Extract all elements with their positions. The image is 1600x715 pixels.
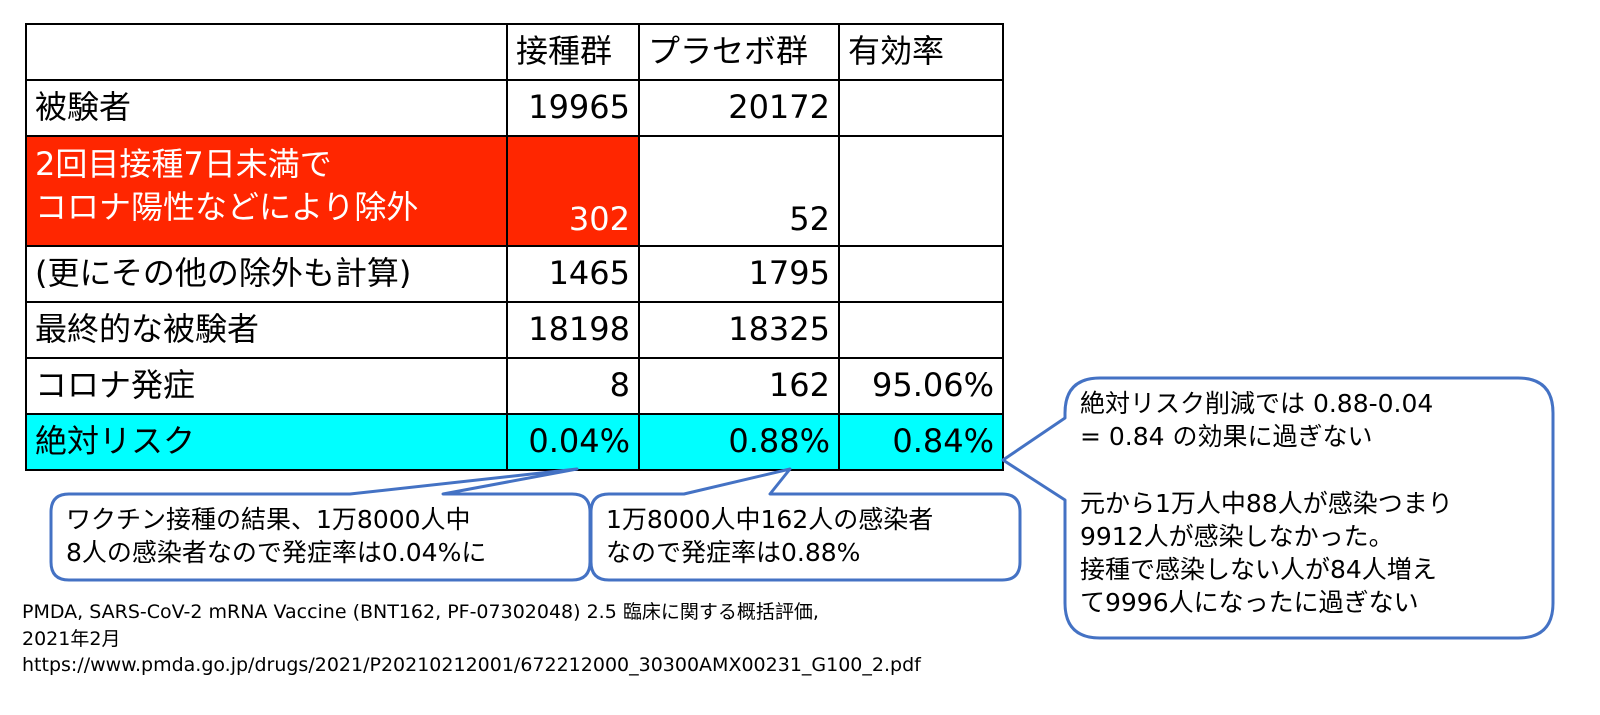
vaccine-value: 302 xyxy=(506,135,640,247)
placebo-value: 20172 xyxy=(638,79,840,137)
results-table: 接種群 プラセボ群 有効率 被験者 19965 20172 2回目接種7日未満で… xyxy=(25,23,1004,471)
row-label: 最終的な被験者 xyxy=(25,301,508,359)
callout-placebo-line-1: 1万8000人中162人の感染者 xyxy=(606,505,934,534)
callout-risk-text: 絶対リスク削減では 0.88-0.04 = 0.84 の効果に過ぎない 元から1… xyxy=(1080,387,1453,620)
header-efficacy: 有効率 xyxy=(838,23,1004,81)
callout-placebo-text: 1万8000人中162人の感染者 なので発症率は0.88% xyxy=(606,503,933,570)
callout-vaccine-line-2: 8人の感染者なので発症率は0.04%に xyxy=(66,538,487,568)
callout-vaccine-line-1: ワクチン接種の結果、1万8000人中 xyxy=(66,505,471,534)
placebo-value: 0.88% xyxy=(638,413,840,471)
citation-line-1: PMDA, SARS-CoV-2 mRNA Vaccine (BNT162, P… xyxy=(22,601,819,623)
callout-risk-bubble xyxy=(1001,376,1555,640)
vaccine-value: 0.04% xyxy=(506,413,640,471)
row-label: 絶対リスク xyxy=(25,413,508,471)
citation-url: https://www.pmda.go.jp/drugs/2021/P20210… xyxy=(22,654,921,677)
row-label: (更にその他の除外も計算) xyxy=(25,245,508,303)
efficacy-value xyxy=(838,245,1004,303)
citation-line-2: 2021年2月 xyxy=(22,627,121,650)
row-label: 被験者 xyxy=(25,79,508,137)
row-label: コロナ発症 xyxy=(25,357,508,415)
placebo-value: 52 xyxy=(638,135,840,247)
callout-risk-line-1: 絶対リスク削減では 0.88-0.04 xyxy=(1080,389,1434,418)
efficacy-value xyxy=(838,301,1004,359)
table-row-other-exclusions: (更にその他の除外も計算) 1465 1795 xyxy=(25,245,1004,303)
callout-risk-line-7: て9996人になったに過ぎない xyxy=(1080,588,1419,618)
efficacy-value xyxy=(838,79,1004,137)
header-empty-cell xyxy=(25,23,508,81)
vaccine-value: 18198 xyxy=(506,301,640,359)
citation: PMDA, SARS-CoV-2 mRNA Vaccine (BNT162, P… xyxy=(22,599,921,679)
callout-vaccine-bubble xyxy=(49,467,592,582)
excluded-label-line-1: 2回目接種7日未満で xyxy=(35,145,332,183)
table-row-covid-cases: コロナ発症 8 162 95.06% xyxy=(25,357,1004,415)
vaccine-value: 1465 xyxy=(506,245,640,303)
efficacy-value: 95.06% xyxy=(838,357,1004,415)
vaccine-value: 19965 xyxy=(506,79,640,137)
excluded-label-line-2: コロナ陽性などにより除外 xyxy=(35,188,419,227)
vaccine-value: 8 xyxy=(506,357,640,415)
placebo-value: 18325 xyxy=(638,301,840,359)
header-placebo: プラセボ群 xyxy=(638,23,840,81)
table-row-excluded: 2回目接種7日未満で コロナ陽性などにより除外 302 52 xyxy=(25,135,1004,247)
callout-risk-line-2: = 0.84 の効果に過ぎない xyxy=(1080,422,1373,452)
callout-risk-line-5: 9912人が感染しなかった。 xyxy=(1080,521,1394,551)
placebo-value: 1795 xyxy=(638,245,840,303)
table-row-final-subjects: 最終的な被験者 18198 18325 xyxy=(25,301,1004,359)
table-row-absolute-risk: 絶対リスク 0.04% 0.88% 0.84% xyxy=(25,413,1004,471)
callout-placebo-line-2: なので発症率は0.88% xyxy=(606,538,861,568)
excluded-row-label: 2回目接種7日未満で コロナ陽性などにより除外 xyxy=(25,135,508,247)
callout-risk-line-4: 元から1万人中88人が感染つまり xyxy=(1080,488,1453,518)
callout-risk-line-6: 接種で感染しない人が84人増え xyxy=(1080,555,1437,584)
callout-risk-blank-line xyxy=(1080,454,1453,487)
header-vaccine: 接種群 xyxy=(506,23,640,81)
callout-vaccine-text: ワクチン接種の結果、1万8000人中 8人の感染者なので発症率は0.04%に xyxy=(66,503,486,570)
callout-placebo-bubble xyxy=(589,467,1022,582)
table-row-subjects: 被験者 19965 20172 xyxy=(25,79,1004,137)
efficacy-value xyxy=(838,135,1004,247)
header-row: 接種群 プラセボ群 有効率 xyxy=(25,23,1004,81)
placebo-value: 162 xyxy=(638,357,840,415)
efficacy-value: 0.84% xyxy=(838,413,1004,471)
